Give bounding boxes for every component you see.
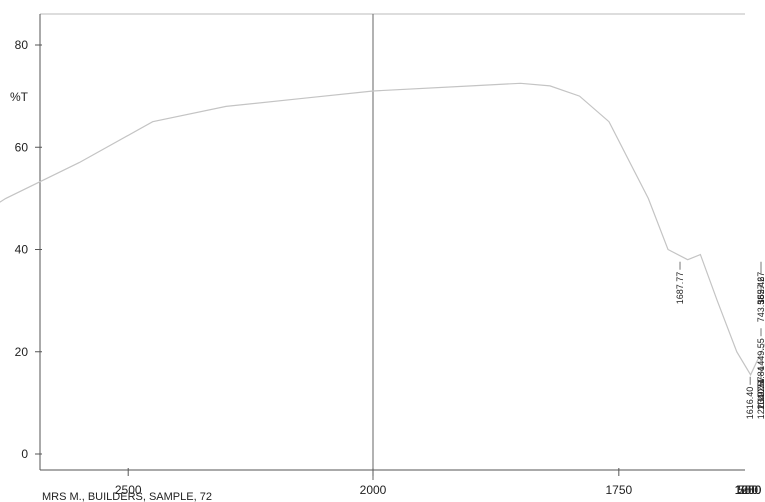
y-tick-label: 60 <box>15 140 29 154</box>
peak-label: 1687.77 <box>675 272 685 305</box>
peak-label: 1119.71 <box>756 379 765 410</box>
x-tick-label: 500 <box>738 483 758 497</box>
peak-label: 1340.57 <box>756 377 765 410</box>
peak-label: 1449.55 <box>756 338 765 371</box>
transmittance-series-line <box>0 82 765 377</box>
x-tick-label: 1250 <box>735 483 762 497</box>
y-axis-label: %T <box>10 90 29 104</box>
x-tick-label: 750 <box>738 483 758 497</box>
peak-label: 1616.40 <box>745 387 755 420</box>
x-tick-label: 1000 <box>735 483 762 497</box>
peak-label: 365.42 <box>756 277 765 305</box>
peak-label: 743.58 <box>756 295 765 323</box>
y-tick-label: 20 <box>15 345 29 359</box>
y-ticks: 0 20 40 60 80 <box>15 38 42 461</box>
x-ticks: 4500400035003000250020001750150012501000… <box>115 468 762 497</box>
y-tick-label: 80 <box>15 38 29 52</box>
x-tick-label: 2000 <box>360 483 387 497</box>
peak-label: 1220.02 <box>756 387 765 420</box>
x-tick-label: 2500 <box>115 483 142 497</box>
x-tick-label: 1750 <box>605 483 632 497</box>
y-tick-label: 0 <box>21 447 28 461</box>
peak-labels: 3434.373330.211687.771616.401527.671449.… <box>675 261 765 420</box>
sample-caption: MRS M., BUILDERS, SAMPLE, 72 <box>42 491 212 502</box>
peak-label: 1034.84 <box>756 366 765 399</box>
y-tick-label: 40 <box>15 243 29 257</box>
x-tick-label: 1500 <box>735 483 762 497</box>
